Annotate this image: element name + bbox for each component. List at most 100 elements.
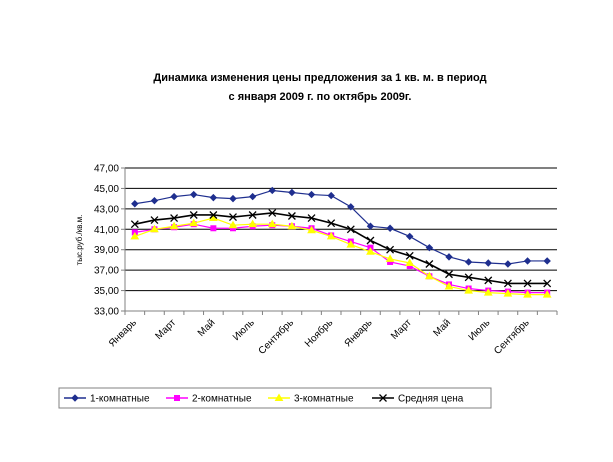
legend-swatch-marker [174, 395, 180, 401]
data-point [347, 203, 355, 211]
data-point [444, 281, 454, 290]
plot-background [125, 168, 557, 311]
y-axis-ticks: 33,00 35,00 37,00 39,00 41,00 43,00 45,00 47,00 [94, 164, 125, 318]
data-point [189, 218, 199, 227]
x-tick-label: Январь [343, 317, 375, 349]
data-point [248, 211, 257, 219]
data-point [248, 219, 258, 228]
data-point [425, 260, 434, 268]
data-point [307, 190, 316, 199]
x-tick-label: Март [154, 317, 179, 342]
data-point [386, 224, 394, 232]
data-point [483, 288, 493, 296]
data-point [326, 231, 336, 240]
data-point [229, 194, 237, 203]
legend-swatch-marker [274, 393, 284, 401]
data-point [424, 271, 434, 280]
chart-title-line-1: Динамика изменения цены предложения за 1… [153, 72, 486, 84]
data-point [386, 245, 395, 254]
series-line [134, 223, 548, 294]
data-point [189, 211, 198, 219]
data-point [268, 186, 276, 195]
data-point [523, 257, 532, 265]
data-point [406, 232, 414, 241]
data-point [484, 276, 493, 285]
legend-item-4: Средняя цена [372, 394, 464, 405]
data-point [543, 279, 552, 288]
data-point [267, 219, 277, 228]
data-point [484, 259, 492, 267]
legend-item-2: 2-комнатные [166, 394, 252, 405]
data-point [405, 258, 415, 266]
y-tick-label: 41,00 [94, 225, 119, 236]
data-point [228, 220, 238, 229]
data-point [210, 225, 217, 232]
legend: 1-комнатные 2-комнатные 3-комнатные Средняя… [58, 387, 492, 409]
data-point [307, 225, 316, 234]
y-tick-label: 35,00 [94, 286, 119, 297]
data-point [150, 224, 159, 233]
data-point [523, 279, 532, 288]
data-point [445, 270, 453, 279]
legend-swatch-marker [379, 394, 387, 402]
x-axis-ticks: Январь Март Май Июль Сентябрь Ноябрь Январь Мар… [107, 311, 558, 357]
data-point [130, 231, 140, 240]
y-axis-label: тыс.руб./кв.м. [75, 215, 84, 266]
y-tick-label: 37,00 [94, 266, 119, 277]
data-point [503, 279, 512, 288]
data-point [445, 253, 453, 261]
data-point [130, 220, 139, 229]
legend-item-1: 1-комнатные [64, 394, 150, 405]
series-1 [131, 186, 551, 268]
data-point [307, 214, 316, 223]
data-point [366, 222, 375, 230]
x-tick-label: Ноябрь [302, 317, 335, 350]
data-point [190, 190, 198, 199]
data-point [287, 221, 297, 230]
legend-item-3: 3-комнатные [268, 394, 354, 405]
data-point [209, 193, 218, 202]
series-line [134, 189, 548, 265]
data-point [288, 188, 296, 197]
data-point [464, 258, 473, 266]
data-point [366, 247, 375, 255]
legend-label: 3-комнатные [294, 394, 354, 405]
gridlines [125, 167, 557, 312]
data-point [504, 260, 512, 268]
data-point [150, 196, 159, 205]
x-tick-label: Сентябрь [256, 317, 296, 357]
data-point [425, 243, 434, 252]
data-series [130, 186, 552, 298]
legend-label: 1-комнатные [90, 394, 150, 405]
data-point [523, 290, 532, 298]
data-point [346, 225, 355, 234]
data-point [503, 289, 513, 297]
data-point [542, 290, 552, 298]
data-point [464, 273, 473, 282]
y-tick-label: 45,00 [94, 184, 119, 195]
data-point [405, 251, 414, 260]
x-tick-label: Июль [467, 317, 493, 343]
data-point [229, 213, 237, 221]
data-point [131, 200, 139, 208]
series-4 [130, 208, 552, 288]
data-point [385, 254, 395, 262]
legend-label: 2-комнатные [192, 394, 252, 405]
x-tick-label: Май [431, 317, 453, 339]
y-tick-label: 43,00 [94, 204, 119, 215]
data-point [346, 240, 356, 248]
data-point [248, 192, 257, 201]
x-tick-label: Январь [107, 317, 139, 349]
data-point [150, 216, 159, 225]
legend-swatch-marker [71, 394, 79, 402]
data-point [209, 211, 218, 219]
data-point [170, 192, 178, 201]
data-point [464, 286, 474, 294]
y-tick-label: 47,00 [94, 164, 119, 175]
x-tick-label: Сентябрь [491, 317, 531, 357]
series-line [134, 212, 548, 285]
legend-label: Средняя цена [398, 394, 464, 405]
x-tick-label: Июль [231, 317, 257, 343]
data-point [170, 214, 179, 223]
